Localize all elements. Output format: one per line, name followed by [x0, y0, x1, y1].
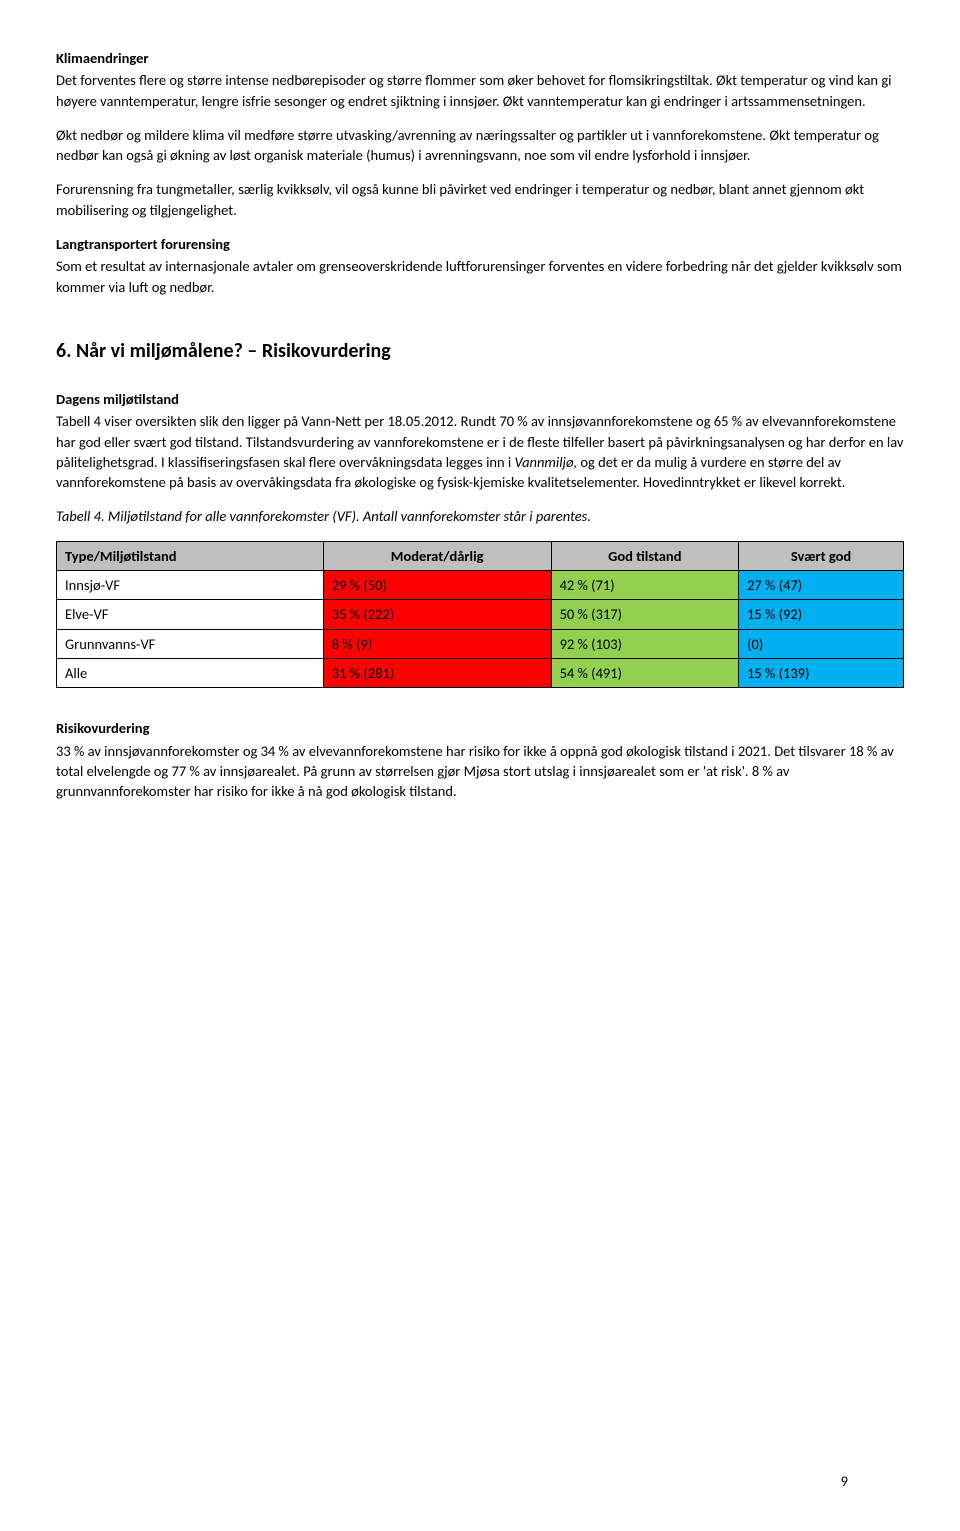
table-cell: 31 % (281)	[323, 658, 551, 687]
table-cell: 42 % (71)	[551, 571, 739, 600]
paragraph: 33 % av innsjøvannforekomster og 34 % av…	[56, 741, 904, 802]
table-cell: 54 % (491)	[551, 658, 739, 687]
table-cell: 92 % (103)	[551, 629, 739, 658]
table-row: Innsjø-VF 29 % (50) 42 % (71) 27 % (47)	[57, 571, 904, 600]
table-header: Moderat/dårlig	[323, 541, 551, 570]
table-cell: Grunnvanns-VF	[57, 629, 324, 658]
table-header: Svært god	[739, 541, 904, 570]
paragraph: Økt nedbør og mildere klima vil medføre …	[56, 125, 904, 166]
heading-dagens-miljotilstand: Dagens miljøtilstand	[56, 389, 904, 409]
table-cell: 15 % (139)	[739, 658, 904, 687]
table-caption: Tabell 4. Miljøtilstand for alle vannfor…	[56, 506, 904, 526]
table-cell: 27 % (47)	[739, 571, 904, 600]
paragraph: Som et resultat av internasjonale avtale…	[56, 256, 904, 297]
paragraph: Tabell 4 viser oversikten slik den ligge…	[56, 411, 904, 492]
table-row: Alle 31 % (281) 54 % (491) 15 % (139)	[57, 658, 904, 687]
table-header: God tilstand	[551, 541, 739, 570]
table-cell: 50 % (317)	[551, 600, 739, 629]
paragraph: Forurensning fra tungmetaller, særlig kv…	[56, 179, 904, 220]
table-cell: 15 % (92)	[739, 600, 904, 629]
table-miljotilstand: Type/Miljøtilstand Moderat/dårlig God ti…	[56, 541, 904, 688]
heading-risikovurdering: Risikovurdering	[56, 718, 904, 738]
table-row: Grunnvanns-VF 8 % (9) 92 % (103) (0)	[57, 629, 904, 658]
heading-klimaendringer: Klimaendringer	[56, 48, 904, 68]
table-cell: Alle	[57, 658, 324, 687]
table-cell: 35 % (222)	[323, 600, 551, 629]
page-number: 9	[841, 1471, 848, 1491]
table-cell: (0)	[739, 629, 904, 658]
table-cell: 8 % (9)	[323, 629, 551, 658]
heading-langtransport: Langtransportert forurensing	[56, 234, 904, 254]
table-cell: Elve-VF	[57, 600, 324, 629]
heading-section-6: 6. Når vi miljømålene? – Risikovurdering	[56, 337, 904, 365]
table-cell: Innsjø-VF	[57, 571, 324, 600]
table-header: Type/Miljøtilstand	[57, 541, 324, 570]
table-header-row: Type/Miljøtilstand Moderat/dårlig God ti…	[57, 541, 904, 570]
paragraph: Det forventes flere og større intense ne…	[56, 70, 904, 111]
table-row: Elve-VF 35 % (222) 50 % (317) 15 % (92)	[57, 600, 904, 629]
text-italic: Vannmiljø,	[515, 453, 578, 471]
table-cell: 29 % (50)	[323, 571, 551, 600]
